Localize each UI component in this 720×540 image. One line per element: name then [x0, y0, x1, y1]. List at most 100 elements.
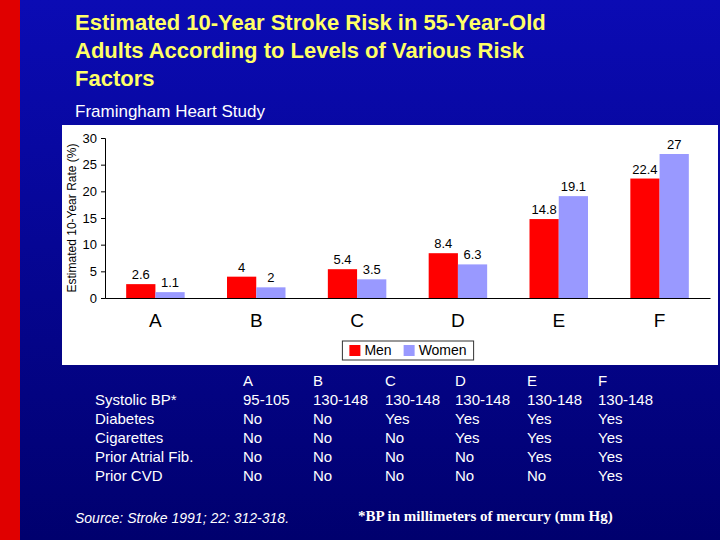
data-label: 2.6 [132, 267, 150, 282]
legend-item: Women [404, 342, 467, 358]
y-tick: 10 [83, 237, 105, 252]
data-label: 1.1 [161, 275, 179, 290]
table-cell: No [455, 448, 474, 465]
title-line: Factors [75, 66, 154, 91]
table-cell: Yes [385, 410, 409, 427]
table-cell: No [313, 429, 332, 446]
data-label: 4 [238, 260, 245, 275]
table-header: B [313, 372, 323, 389]
x-tick-label: F [654, 310, 666, 331]
bar [126, 284, 155, 298]
data-label: 19.1 [561, 179, 586, 194]
table-row-label: Prior CVD [95, 467, 163, 484]
legend-swatch [404, 345, 415, 356]
table-cell: No [527, 467, 546, 484]
title-line: Estimated 10-Year Stroke Risk in 55-Year… [75, 10, 546, 35]
data-labels: 2.645.48.414.822.41.123.56.319.127 [132, 137, 682, 290]
title: Estimated 10-Year Stroke Risk in 55-Year… [75, 10, 546, 91]
table-cell: No [455, 467, 474, 484]
y-tick-label: 0 [90, 291, 97, 306]
table-cell: Yes [598, 429, 622, 446]
y-tick-mark [101, 218, 105, 219]
y-tick: 5 [90, 264, 105, 279]
table-cell: No [385, 467, 404, 484]
y-tick-label: 25 [83, 157, 97, 172]
table-cell: Yes [598, 467, 622, 484]
table-cell: No [313, 448, 332, 465]
bar [429, 253, 458, 298]
risk-table: ABCDEFSystolic BP*95-105130-148130-14813… [95, 372, 653, 484]
data-label: 2 [267, 270, 274, 285]
y-tick: 30 [83, 131, 105, 146]
table-cell: No [243, 429, 262, 446]
y-axis-title: Estimated 10-Year Rate (%) [65, 144, 79, 293]
legend-item: Men [349, 342, 391, 358]
data-label: 22.4 [632, 162, 657, 177]
table-cell: 130-148 [385, 391, 440, 408]
table-cell: No [313, 410, 332, 427]
x-tick: F [654, 298, 666, 331]
table-cell: Yes [598, 410, 622, 427]
table-row-label: Cigarettes [95, 429, 163, 446]
legend: Men Women [342, 341, 473, 360]
table-cell: No [243, 467, 262, 484]
title-line: Adults According to Levels of Various Ri… [75, 38, 525, 63]
table-header: C [385, 372, 396, 389]
table-cell: No [243, 448, 262, 465]
bar [227, 277, 256, 298]
y-tick: 15 [83, 211, 105, 226]
y-tick-mark [101, 271, 105, 272]
bar [328, 269, 357, 298]
y-tick: 25 [83, 157, 105, 172]
y-tick-label: 10 [83, 237, 97, 252]
slide: Estimated 10-Year Stroke Risk in 55-Year… [0, 0, 720, 540]
bar [630, 179, 659, 298]
table-cell: Yes [527, 448, 551, 465]
y-tick-label: 20 [83, 184, 97, 199]
footnote: *BP in millimeters of mercury (mm Hg) [358, 508, 613, 525]
y-tick: 20 [83, 184, 105, 199]
table-cell: Yes [598, 448, 622, 465]
data-label: 3.5 [363, 262, 381, 277]
legend-label: Women [419, 342, 467, 358]
table-row-label: Systolic BP* [95, 391, 177, 408]
table-cell: Yes [527, 429, 551, 446]
table-cell: 130-148 [598, 391, 653, 408]
bar [357, 279, 386, 298]
table-cell: No [313, 467, 332, 484]
table-cell: No [385, 448, 404, 465]
y-axis: 0 5 10 15 20 25 30 [83, 131, 106, 306]
table-cell: Yes [527, 410, 551, 427]
x-tick: D [451, 298, 465, 331]
data-label: 27 [667, 137, 681, 152]
y-tick-mark [101, 138, 105, 139]
bar-series [126, 179, 659, 298]
y-tick: 0 [90, 291, 105, 306]
table-cell: 130-148 [455, 391, 510, 408]
side-strip [0, 0, 20, 540]
x-tick-label: E [552, 310, 565, 331]
y-tick-mark [101, 165, 105, 166]
x-tick: A [149, 298, 162, 331]
y-tick-mark [101, 298, 105, 299]
table-cell: No [385, 429, 404, 446]
bar [660, 154, 689, 298]
y-tick-label: 5 [90, 264, 97, 279]
x-tick-label: B [250, 310, 263, 331]
table-cell: 95-105 [243, 391, 290, 408]
table-row-label: Prior Atrial Fib. [95, 448, 193, 465]
table-cell: 130-148 [313, 391, 368, 408]
table-cell: Yes [455, 429, 479, 446]
x-tick-label: C [350, 310, 364, 331]
y-tick-mark [101, 191, 105, 192]
table-header: D [455, 372, 466, 389]
x-tick-label: D [451, 310, 465, 331]
table-header: A [243, 372, 253, 389]
y-axis-line [101, 139, 106, 299]
table-cell: No [243, 410, 262, 427]
data-label: 14.8 [531, 202, 556, 217]
bars [126, 154, 689, 298]
data-label: 6.3 [463, 247, 481, 262]
background [0, 0, 720, 540]
data-label: 8.4 [434, 236, 452, 251]
